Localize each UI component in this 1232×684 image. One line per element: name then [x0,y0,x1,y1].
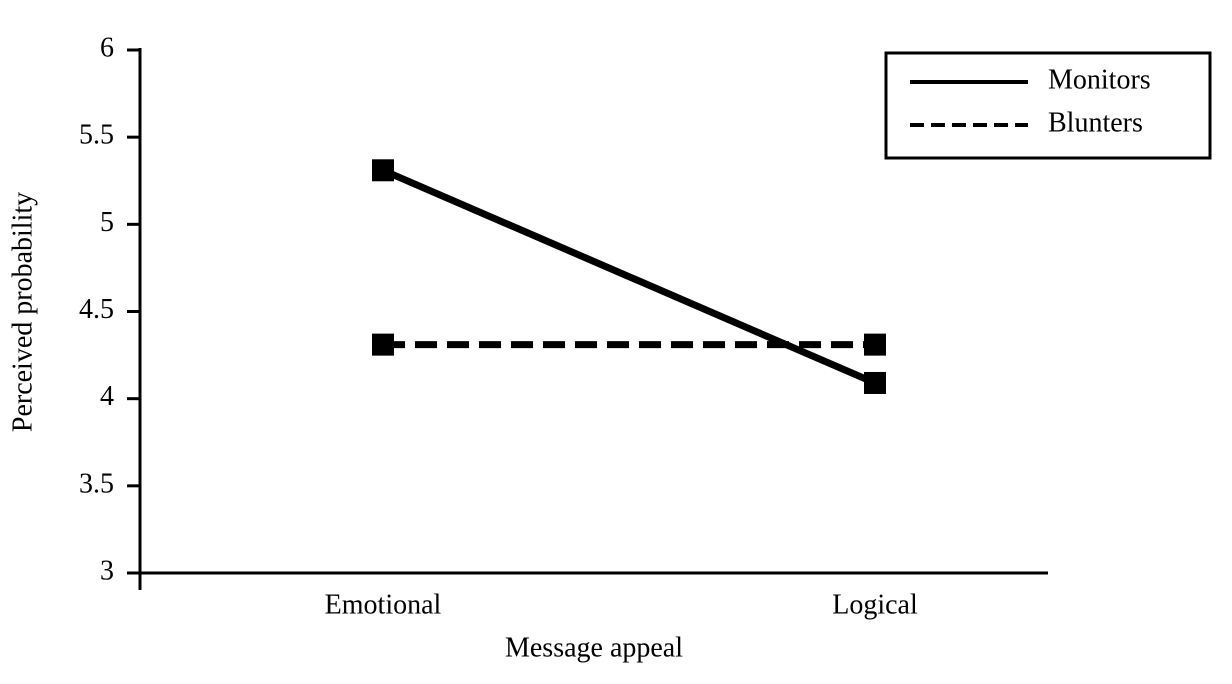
y-tick-label: 6 [100,32,114,63]
legend [884,51,1212,160]
series-line [381,167,877,387]
x-tick-label: Emotional [325,589,442,620]
y-tick-label: 5.5 [79,120,114,151]
point-marker [372,159,394,182]
y-tick-label: 3 [100,555,114,586]
legend-label: Blunters [1048,107,1143,138]
legend-label: Monitors [1048,64,1151,95]
y-tick-label: 4 [100,381,114,412]
point-marker [372,333,394,356]
point-marker [864,333,886,356]
point-marker [864,371,886,394]
y-axis-label: Perceived probability [7,192,38,432]
y-tick-label: 4.5 [79,294,114,325]
y-tick-label: 3.5 [79,468,114,499]
x-tick-label: Logical [832,589,918,620]
y-tick-label: 5 [100,207,114,238]
x-axis-label: Message appeal [505,632,683,663]
